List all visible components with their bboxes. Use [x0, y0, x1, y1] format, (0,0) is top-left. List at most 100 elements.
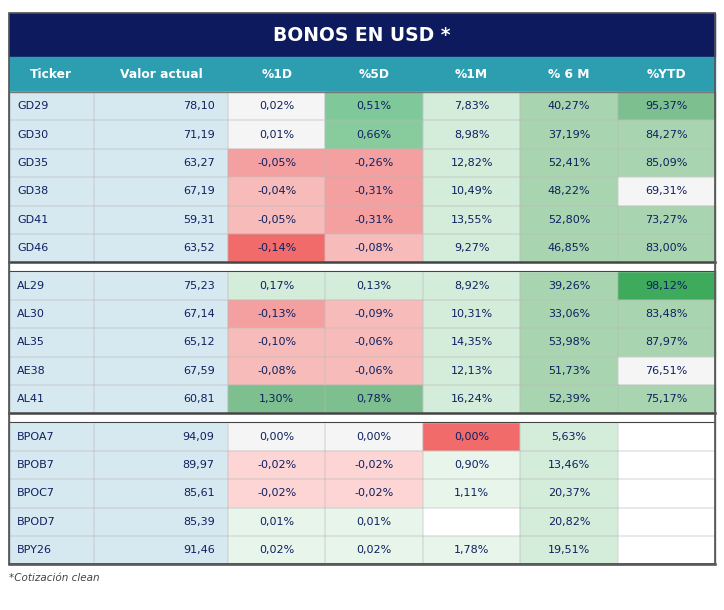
Bar [326, 234, 423, 262]
Text: 85,09%: 85,09% [645, 158, 688, 168]
Text: GD41: GD41 [17, 215, 49, 224]
Text: 84,27%: 84,27% [645, 130, 688, 140]
Bar [521, 385, 618, 413]
Bar [9, 206, 94, 234]
Bar [94, 328, 228, 356]
Bar [423, 356, 521, 385]
Bar [326, 149, 423, 177]
Bar [228, 271, 326, 300]
Bar [521, 300, 618, 328]
Bar [423, 451, 521, 479]
Bar [618, 356, 715, 385]
Text: BPOD7: BPOD7 [17, 517, 56, 526]
Bar [521, 328, 618, 356]
Bar [618, 536, 715, 564]
Text: AE38: AE38 [17, 366, 46, 376]
Bar [423, 300, 521, 328]
Bar [521, 508, 618, 536]
Bar [228, 206, 326, 234]
Bar [228, 451, 326, 479]
Bar [326, 271, 423, 300]
Bar [521, 92, 618, 121]
Bar [618, 177, 715, 206]
Bar [9, 422, 94, 451]
Bar [9, 328, 94, 356]
Text: %1D: %1D [261, 68, 292, 81]
Bar [521, 177, 618, 206]
Bar [94, 300, 228, 328]
Text: BPOB7: BPOB7 [17, 460, 55, 470]
Bar [618, 328, 715, 356]
Text: -0,06%: -0,06% [355, 366, 394, 376]
Bar [423, 149, 521, 177]
Text: 0,17%: 0,17% [259, 281, 295, 290]
Bar [326, 120, 423, 149]
Bar [521, 206, 618, 234]
Bar [94, 271, 228, 300]
Bar [94, 451, 228, 479]
Bar [9, 479, 94, 508]
Bar [521, 92, 618, 121]
Text: 59,31: 59,31 [183, 215, 214, 224]
Text: 10,49%: 10,49% [450, 187, 493, 196]
Bar [521, 479, 618, 508]
Bar [9, 92, 94, 121]
Text: 37,19%: 37,19% [548, 130, 590, 140]
Bar [228, 149, 326, 177]
Text: 19,51%: 19,51% [548, 545, 590, 555]
Bar [618, 234, 715, 262]
Bar [228, 508, 326, 536]
Text: 10,31%: 10,31% [450, 309, 493, 319]
Bar [326, 356, 423, 385]
Text: 67,14: 67,14 [183, 309, 214, 319]
Bar [228, 177, 326, 206]
Text: 0,02%: 0,02% [356, 545, 392, 555]
Bar [228, 422, 326, 451]
Bar [9, 206, 94, 234]
Bar [618, 120, 715, 149]
Bar [228, 120, 326, 149]
Text: 9,27%: 9,27% [454, 243, 489, 253]
Text: AL35: AL35 [17, 337, 45, 347]
Bar [618, 422, 715, 451]
Text: *Cotización clean: *Cotización clean [9, 573, 99, 583]
Bar [326, 206, 423, 234]
Text: 0,01%: 0,01% [259, 517, 294, 526]
Text: 13,55%: 13,55% [450, 215, 493, 224]
Bar [326, 328, 423, 356]
Bar [423, 422, 521, 451]
Bar [228, 92, 326, 121]
Bar [94, 508, 228, 536]
Text: GD46: GD46 [17, 243, 49, 253]
Bar [521, 328, 618, 356]
Bar [9, 356, 94, 385]
Bar [423, 271, 521, 300]
Bar [94, 536, 228, 564]
Bar [423, 271, 521, 300]
Text: 52,39%: 52,39% [548, 394, 590, 404]
Bar [94, 92, 228, 121]
Bar [618, 508, 715, 536]
Bar [521, 451, 618, 479]
Bar [618, 177, 715, 206]
Text: -0,02%: -0,02% [257, 489, 296, 498]
Text: AL30: AL30 [17, 309, 45, 319]
Bar [9, 149, 94, 177]
Bar [9, 92, 94, 121]
Bar [618, 149, 715, 177]
Text: 0,78%: 0,78% [356, 394, 392, 404]
Text: 63,52: 63,52 [183, 243, 214, 253]
Bar [618, 206, 715, 234]
Text: 67,19: 67,19 [183, 187, 214, 196]
Text: 0,02%: 0,02% [259, 101, 295, 111]
Text: 8,92%: 8,92% [454, 281, 489, 290]
Bar [423, 92, 521, 121]
Bar [521, 385, 618, 413]
Bar [423, 206, 521, 234]
Bar [326, 271, 423, 300]
Bar [94, 234, 228, 262]
Text: BPOC7: BPOC7 [17, 489, 55, 498]
Bar [228, 328, 326, 356]
Bar [326, 177, 423, 206]
Bar [423, 177, 521, 206]
